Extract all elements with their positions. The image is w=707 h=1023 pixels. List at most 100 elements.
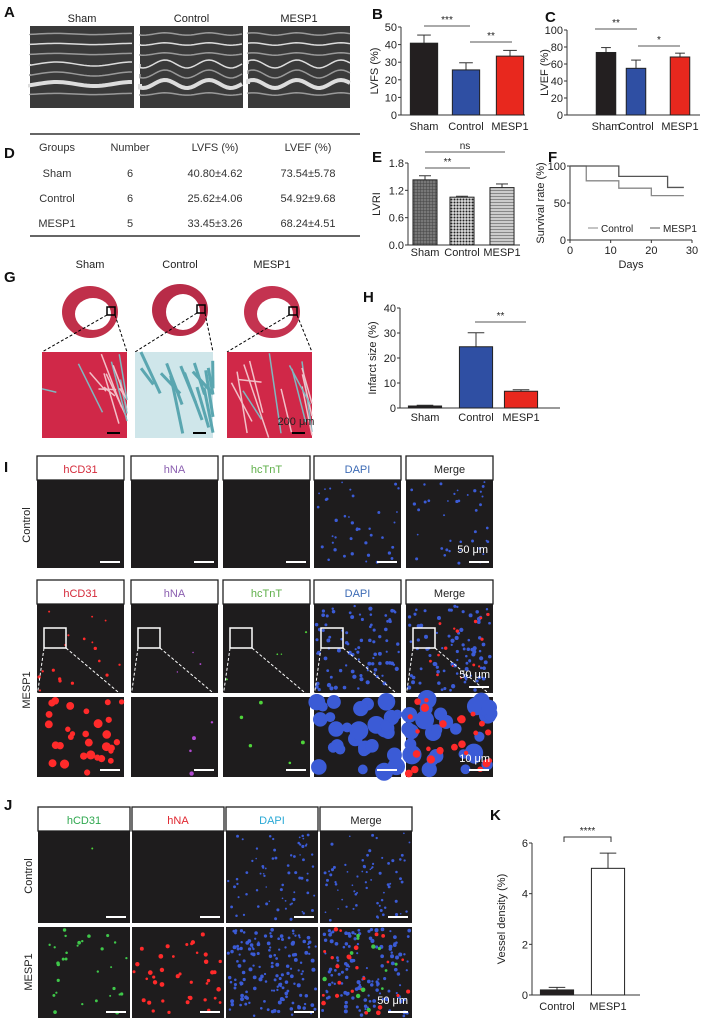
group-label: Control [162,259,197,271]
fluorescent-signal [414,698,421,705]
zoom-line [222,647,231,698]
fluorescence-micrograph [38,927,130,1018]
table-cell: 68.24±4.51 [281,218,336,230]
echo-trace [247,92,351,96]
fluorescent-signal [277,937,281,941]
fluorescent-signal [377,978,380,981]
fluorescent-signal [386,960,390,964]
fluorescent-signal [334,536,337,539]
fluorescent-signal [48,759,57,768]
fluorescent-signal [258,977,263,982]
fluorescent-signal [218,959,222,964]
tissue-fiber [89,371,107,392]
fluorescent-signal [304,993,309,998]
fluorescent-signal [361,870,364,873]
fluorescent-signal [350,552,354,556]
fluorescent-signal [369,613,373,616]
fluorescent-signal [239,946,243,951]
y-tick-label: 4 [522,889,528,901]
fluorescent-signal [351,958,356,963]
channel-label: DAPI [345,588,371,600]
fluorescent-signal [321,993,325,997]
fluorescent-signal [311,759,327,775]
fluorescent-signal [373,652,377,657]
fluorescent-signal [387,861,391,865]
fluorescent-signal [300,972,303,976]
fluorescent-signal [301,834,304,838]
fluorescent-signal [259,872,262,875]
fluorescent-signal [65,726,71,732]
fluorescent-signal [376,901,379,905]
fluorescent-signal [351,884,354,887]
fluorescent-signal [274,856,278,860]
fluorescent-signal [402,998,406,1002]
fluorescent-signal [233,885,236,889]
fluorescent-signal [51,741,60,749]
fluorescent-signal [276,985,279,988]
fluorescent-signal [262,872,265,875]
y-tick-label: 50 [385,22,397,34]
fluorescence-micrograph [223,697,310,777]
fluorescent-signal [83,708,90,715]
fluorescent-signal [450,643,453,647]
fluorescent-signal [472,663,476,667]
row-label: Control [21,507,33,542]
fluorescent-signal [371,980,374,983]
fluorescent-signal [316,505,320,509]
micrograph-background [223,697,310,777]
micrograph-background [38,927,130,1018]
fluorescent-signal [279,888,283,892]
fluorescent-signal [356,650,360,654]
fluorescent-signal [330,973,334,977]
zoom-line [65,647,125,698]
fluorescent-signal [369,868,372,871]
fluorescent-signal [327,995,331,999]
fluorescent-signal [459,627,464,632]
echo-trace [29,61,133,67]
fluorescent-signal [77,940,81,945]
fluorescent-signal [297,934,301,937]
fluorescent-signal [292,897,296,902]
tissue-fiber [195,386,211,428]
fluorescent-signal [248,1001,251,1005]
echo-trace [139,92,243,96]
tissue-fiber [98,388,117,391]
fluorescent-signal [238,953,241,956]
fluorescent-signal [81,1002,84,1006]
fluorescent-signal [478,649,482,653]
channel-header [36,579,125,605]
echo-trace [29,52,133,56]
fluorescent-signal [236,834,240,838]
tissue-fiber [288,365,312,405]
fluorescent-signal [330,842,334,846]
fluorescent-signal [424,697,429,703]
fluorescent-signal [394,962,398,966]
zoom-line [405,647,414,698]
y-tick-label: 1.8 [389,158,404,170]
table-cell: 5 [127,218,133,230]
fluorescent-signal [62,928,67,932]
fluorescent-signal [461,610,465,614]
tissue-fiber [139,367,155,386]
y-tick-label: 20 [385,75,397,87]
fluorescent-signal [462,673,465,676]
fluorescent-signal [478,665,481,668]
zoom-line [251,647,311,698]
fluorescent-signal [189,749,192,753]
fluorescent-signal [438,622,442,625]
ventricle-lumen [257,298,293,330]
fluorescent-signal [178,972,182,976]
panel-i-immunofluorescence: hCD31 hNA hcTnT DAPI Merge Control 50 μm hCD31 h… [21,455,498,781]
tissue-fiber [280,388,293,433]
tissue-fiber [77,363,104,413]
x-tick-label: 10 [605,245,617,257]
fluorescent-signal [391,545,395,549]
fluorescent-signal [403,953,406,956]
fluorescent-signal [139,946,144,951]
fluorescent-signal [93,719,103,729]
fluorescent-signal [70,681,75,685]
fluorescent-signal [473,619,478,624]
fluorescent-signal [230,905,233,909]
fluorescent-signal [390,557,394,560]
x-tick-label: Control [444,247,479,259]
